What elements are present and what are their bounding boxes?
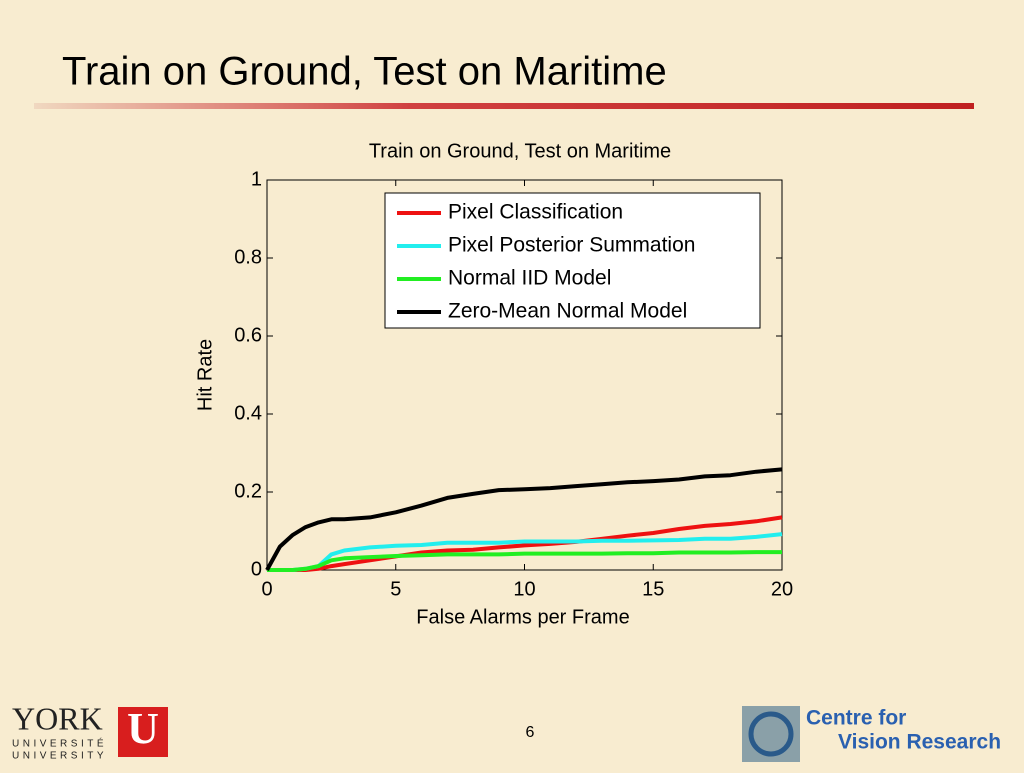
x-tick-label: 5 <box>390 578 401 600</box>
y-tick-label: 0.4 <box>234 402 262 424</box>
title-rule <box>34 103 974 109</box>
y-axis-label: Hit Rate <box>194 339 216 411</box>
y-tick-label: 1 <box>251 168 262 190</box>
y-tick-label: 0.8 <box>234 246 262 268</box>
page-number: 6 <box>526 724 535 741</box>
cvr-icon-ring <box>748 711 794 757</box>
york-logo: YORK U UNIVERSITÉ UNIVERSITY <box>12 700 168 762</box>
x-tick-label: 20 <box>771 578 793 600</box>
cvr-line2: Vision Research <box>838 731 1001 754</box>
legend-label: Zero-Mean Normal Model <box>448 300 687 323</box>
york-name: YORK <box>12 700 103 736</box>
chart-title: Train on Ground, Test on Maritime <box>369 140 671 162</box>
series-line <box>267 515 783 572</box>
york-line2: UNIVERSITY <box>12 751 107 762</box>
x-tick-label: 0 <box>261 578 272 600</box>
x-tick-label: 15 <box>642 578 664 600</box>
series-line <box>265 467 783 571</box>
legend-box <box>384 192 761 329</box>
legend-label: Normal IID Model <box>448 267 611 290</box>
y-tick-label: 0.2 <box>234 480 262 502</box>
y-tick-label: 0 <box>251 558 262 580</box>
series-line <box>267 550 782 572</box>
legend-label: Pixel Classification <box>448 201 623 224</box>
cvr-logo: Centre for Vision Research <box>742 706 1001 762</box>
york-letter: U <box>127 704 159 753</box>
x-tick-label: 10 <box>513 578 535 600</box>
york-box <box>118 707 168 757</box>
y-tick-label: 0.6 <box>234 324 262 346</box>
york-line1: UNIVERSITÉ <box>12 737 107 750</box>
cvr-line1: Centre for <box>806 707 906 730</box>
legend-label: Pixel Posterior Summation <box>448 234 695 257</box>
x-axis-label: False Alarms per Frame <box>416 606 629 628</box>
slide-title: Train on Ground, Test on Maritime <box>62 50 667 94</box>
